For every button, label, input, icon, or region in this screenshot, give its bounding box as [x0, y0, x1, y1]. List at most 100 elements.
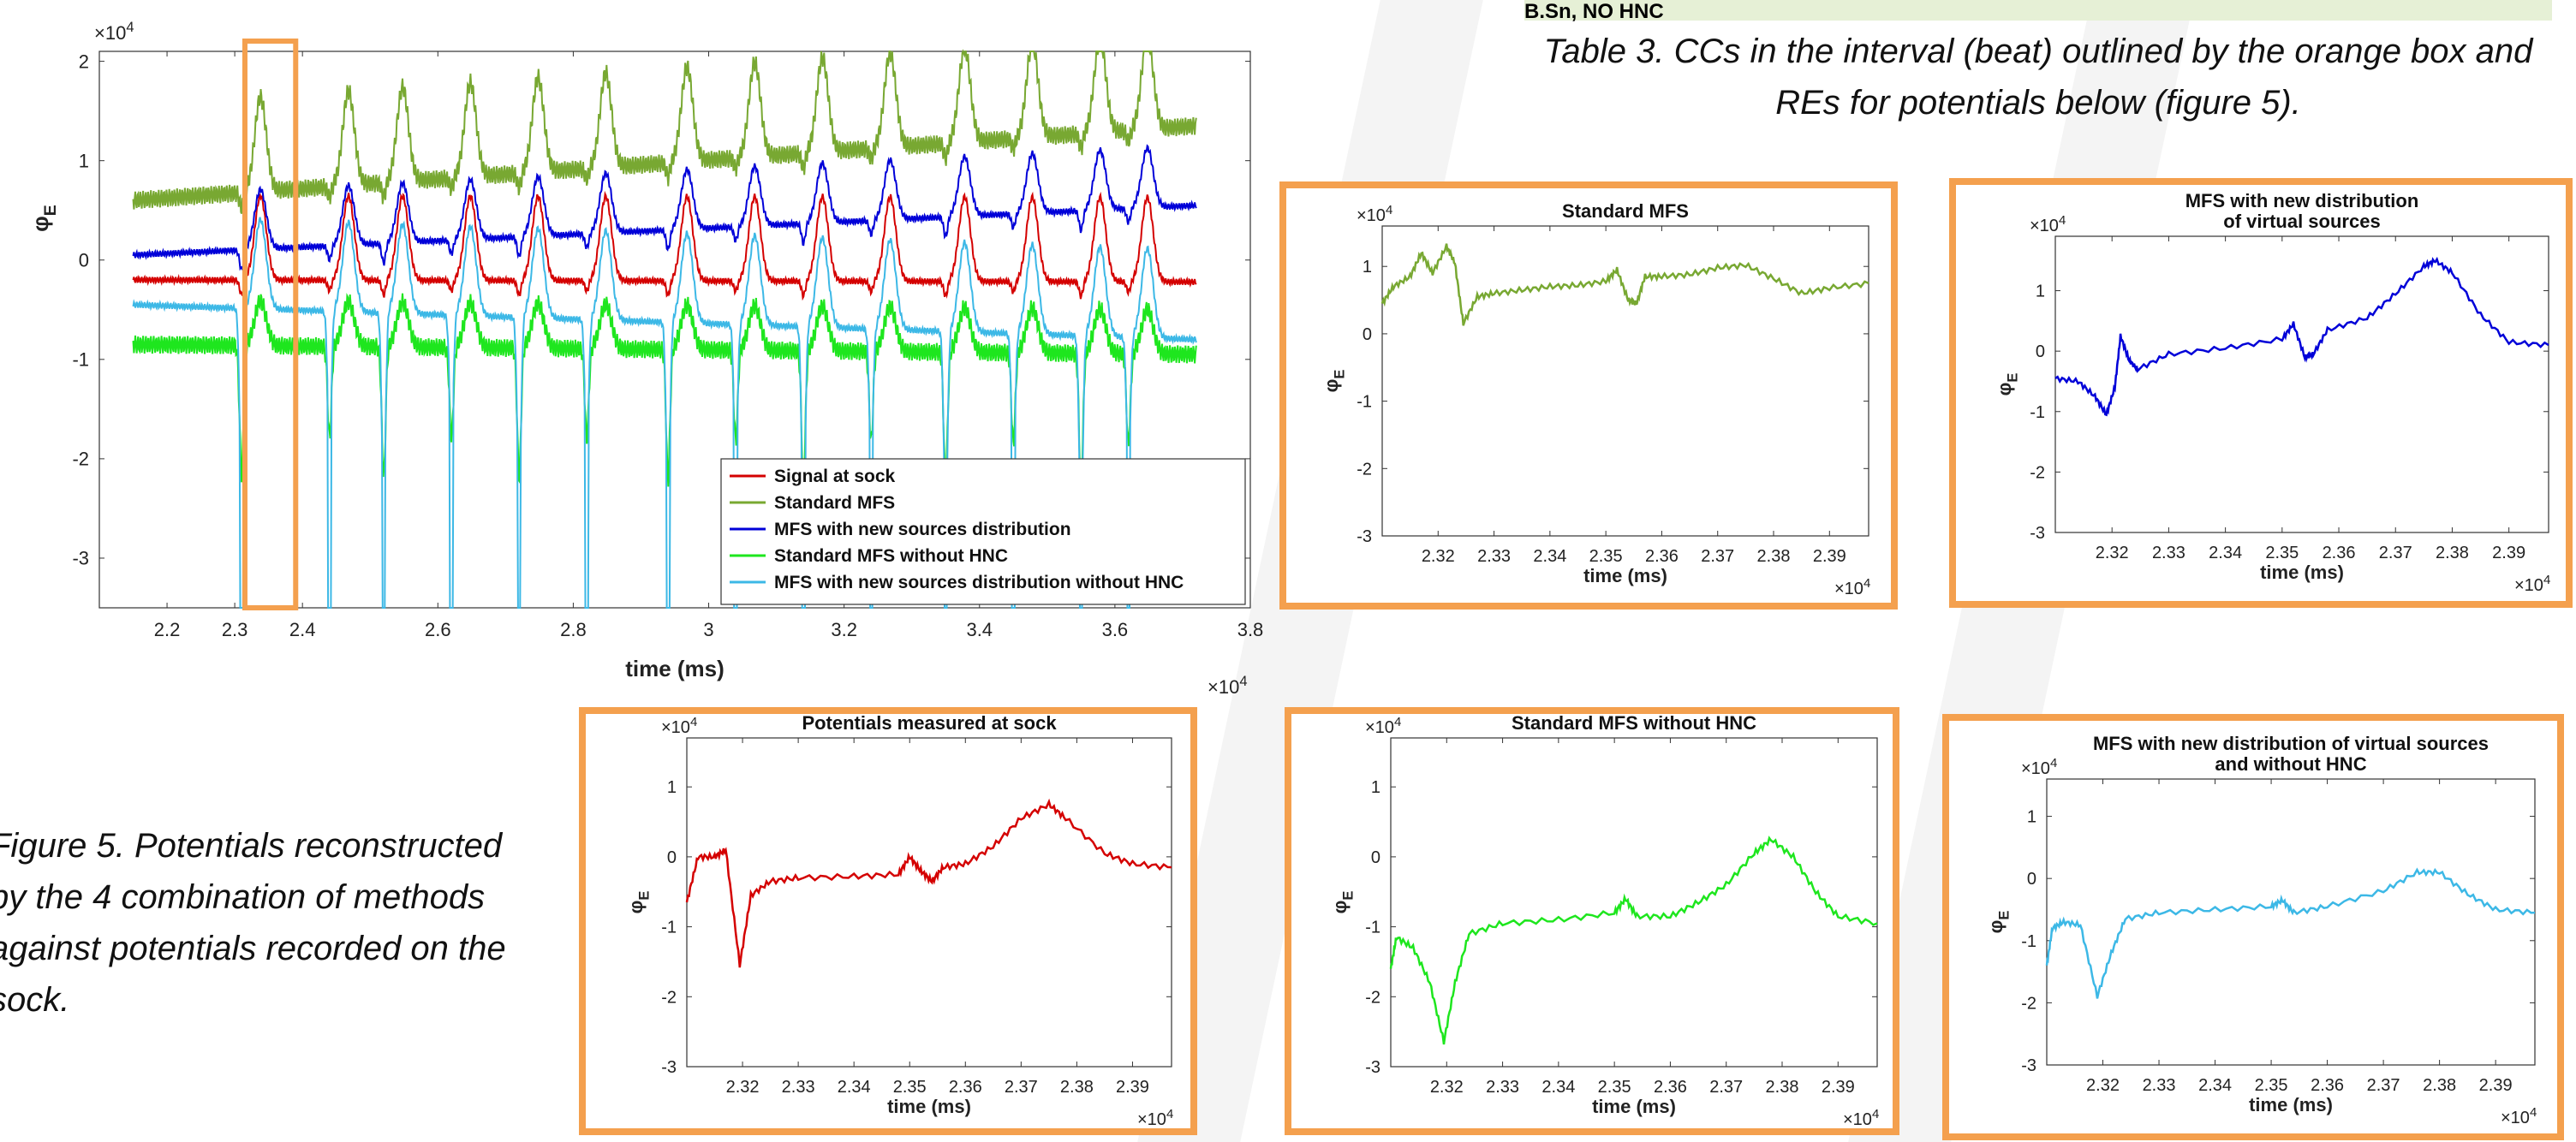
y-tick-label: -3 — [661, 1058, 677, 1077]
x-tick-label: 2.39 — [2479, 1076, 2513, 1095]
multiplier-label: ×104 — [661, 715, 697, 737]
main-chart: 2.2 2.3 2.4 2.6 2.8 3 3.2 3.4 3.6 3.8-3-2-1012×10… — [27, 20, 1264, 698]
series-line — [2054, 256, 2549, 417]
plot-area — [686, 737, 1172, 1068]
x-axis-label: time (ms) — [1583, 565, 1667, 586]
x-tick-label: 2.37 — [2367, 1076, 2400, 1095]
y-axis-label: φE — [625, 891, 653, 914]
y-tick-label: 0 — [2036, 342, 2045, 361]
x-tick-label: 2.34 — [2198, 1076, 2232, 1095]
sock-panel: 2.32 2.33 2.34 2.35 2.36 2.37 2.38 2.39 -3 -2 -1 0 1… — [579, 707, 1197, 1135]
series-line — [132, 49, 1197, 215]
y-tick-label: -1 — [661, 919, 677, 937]
series-line — [1389, 836, 1878, 1045]
sock-chart: 2.32 2.33 2.34 2.35 2.36 2.37 2.38 2.39 -3 -2 -1 0 1… — [625, 712, 1173, 1129]
x-axis-label: time (ms) — [1592, 1096, 1676, 1117]
y-tick-label: -2 — [661, 988, 677, 1007]
chart-title: MFS with new distribution of virtual sou… — [2093, 733, 2489, 754]
mfs-new-panel: 2.32 2.33 2.34 2.35 2.36 2.37 2.38 2.39 -3 -2 -1 0 1… — [1949, 178, 2573, 608]
x-tick-label: 3 — [703, 619, 713, 640]
table-caption-text: Table 3. CCs in the interval (beat) outl… — [1543, 33, 2533, 122]
x-tick-label: 2.34 — [838, 1078, 871, 1097]
x-tick-label: 2.36 — [1645, 547, 1679, 566]
x-tick-label: 2.4 — [289, 619, 316, 640]
y-tick-label: -3 — [1357, 527, 1372, 546]
y-tick-label: -1 — [1365, 919, 1380, 937]
x-tick-label: 2.38 — [2436, 544, 2469, 562]
y-tick-label: 1 — [1363, 258, 1372, 277]
multiplier-label: ×104 — [1357, 203, 1392, 225]
legend-label: Standard MFS — [774, 493, 895, 513]
x-tick-label: 2.35 — [1589, 547, 1623, 566]
x-tick-label: 2.38 — [1060, 1078, 1094, 1097]
y-tick-label: -2 — [1357, 460, 1372, 479]
table-header-row: B.Sn, NO HNC — [1524, 0, 2552, 23]
y-tick-label: 1 — [2036, 283, 2045, 301]
x-tick-label: 2.37 — [1701, 547, 1734, 566]
multiplier-label: ×104 — [1843, 1107, 1879, 1128]
x-tick-label: 2.33 — [1486, 1078, 1519, 1097]
y-tick-label: 1 — [1371, 778, 1380, 797]
mfs-new-chart: 2.32 2.33 2.34 2.35 2.36 2.37 2.38 2.39 -3 -2 -1 0 1… — [1994, 190, 2550, 595]
x-tick-label: 2.39 — [1822, 1078, 1855, 1097]
plot-area — [2046, 778, 2536, 1066]
y-axis-label: φE — [27, 205, 60, 232]
chart-title: and without HNC — [2215, 753, 2366, 775]
x-tick-label: 2.32 — [1430, 1078, 1464, 1097]
x-tick-label: 2.34 — [2209, 544, 2242, 562]
x-tick-label: 2.33 — [2152, 544, 2185, 562]
std-mfs-chart: 2.32 2.33 2.34 2.35 2.36 2.37 2.38 2.39 -3 -2 -1 0 1… — [1321, 200, 1870, 598]
mfs-new-nohnc-panel: 2.32 2.33 2.34 2.35 2.36 2.37 2.38 2.39 -3 -2 -1 0 1… — [1942, 714, 2564, 1140]
highlight-box — [242, 39, 299, 610]
mfs-new-nohnc-chart: 2.32 2.33 2.34 2.35 2.36 2.37 2.38 2.39 -3 -2 -1 0 1… — [1985, 733, 2537, 1127]
x-tick-label: 2.39 — [1813, 547, 1846, 566]
y-axis-label: φE — [1321, 370, 1348, 393]
x-tick-label: 2.36 — [1654, 1078, 1687, 1097]
x-tick-label: 2.34 — [1541, 1078, 1575, 1097]
y-tick-label: -1 — [72, 349, 89, 371]
y-axis-label: φE — [1329, 891, 1357, 914]
y-tick-label: 1 — [79, 150, 89, 171]
x-tick-label: 2.32 — [1422, 547, 1455, 566]
series-line — [2045, 867, 2536, 999]
y-tick-label: -1 — [2021, 932, 2036, 951]
y-axis-label: φE — [1994, 373, 2021, 396]
series-line — [132, 144, 1197, 271]
chart-title: Potentials measured at sock — [802, 714, 1057, 734]
legend-box — [720, 458, 1246, 605]
x-tick-label: 3.4 — [966, 619, 993, 640]
std-mfs-panel: 2.32 2.33 2.34 2.35 2.36 2.37 2.38 2.39 -3 -2 -1 0 1… — [1279, 181, 1898, 610]
x-tick-label: 2.36 — [949, 1078, 982, 1097]
x-tick-label: 2.36 — [2311, 1076, 2344, 1095]
x-axis-label: time (ms) — [2249, 1094, 2333, 1115]
y-tick-label: 0 — [1363, 325, 1372, 344]
x-axis-label: time (ms) — [887, 1096, 971, 1117]
y-tick-label: 0 — [1371, 848, 1380, 867]
main-chart-panel: 2.2 2.3 2.4 2.6 2.8 3 3.2 3.4 3.6 3.8 -3 -2 -1 0 1 2 ×10… — [17, 17, 1276, 698]
y-tick-label: -3 — [1365, 1058, 1380, 1077]
legend-label: Signal at sock — [774, 467, 896, 486]
x-tick-label: 2.32 — [2086, 1076, 2120, 1095]
std-mfs-nohnc-chart: 2.32 2.33 2.34 2.35 2.36 2.37 2.38 2.39 -3 -2 -1 0 1… — [1329, 712, 1879, 1129]
x-tick-label: 3.6 — [1102, 619, 1129, 640]
figure-caption-text: Figure 5. Potentials reconstructed by th… — [0, 827, 506, 1019]
multiplier-label: ×104 — [2030, 213, 2066, 235]
x-tick-label: 3.8 — [1237, 619, 1264, 640]
y-tick-label: 2 — [79, 51, 89, 72]
figure-caption: Figure 5. Potentials reconstructed by th… — [0, 820, 538, 1026]
x-tick-label: 2.35 — [2265, 544, 2299, 562]
y-tick-label: -1 — [1357, 393, 1372, 412]
y-tick-label: 0 — [79, 249, 89, 271]
legend-label: MFS with new sources distribution — [774, 520, 1071, 539]
std-mfs-nohnc-panel: 2.32 2.33 2.34 2.35 2.36 2.37 2.38 2.39 -3 -2 -1 0 1… — [1285, 707, 1899, 1135]
y-tick-label: -3 — [2030, 524, 2045, 543]
legend-label: MFS with new sources distribution withou… — [774, 573, 1184, 592]
chart-title: Standard MFS — [1562, 200, 1689, 222]
x-tick-label: 2.34 — [1533, 547, 1566, 566]
y-tick-label: -2 — [1365, 988, 1380, 1007]
x-axis-label: time (ms) — [625, 656, 724, 681]
x-tick-label: 2.35 — [893, 1078, 927, 1097]
x-tick-label: 2.38 — [1757, 547, 1791, 566]
x-tick-label: 2.35 — [2255, 1076, 2288, 1095]
chart-title: of virtual sources — [2223, 211, 2380, 232]
